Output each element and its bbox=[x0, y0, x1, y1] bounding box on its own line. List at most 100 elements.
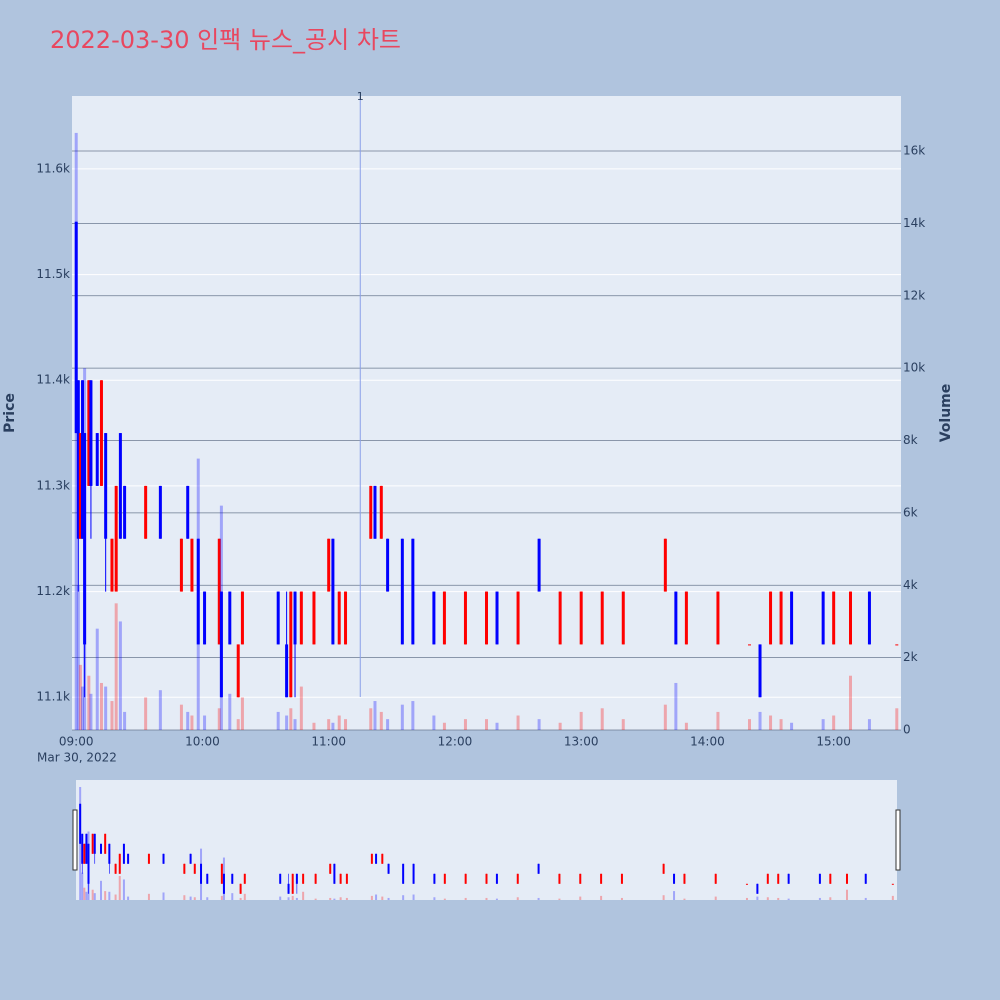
candle-body bbox=[203, 591, 207, 645]
volume-bar bbox=[495, 898, 498, 900]
candle-body bbox=[118, 853, 121, 874]
candle-body bbox=[231, 873, 234, 884]
volume-bar bbox=[779, 719, 783, 730]
candle-body bbox=[716, 591, 720, 645]
candle-body bbox=[373, 485, 377, 539]
candle-body bbox=[219, 591, 223, 698]
candle-body bbox=[79, 803, 82, 844]
x-tick-label: 12:00 bbox=[438, 735, 473, 749]
candle-body bbox=[787, 873, 790, 884]
candle-body bbox=[114, 863, 117, 874]
volume-bar bbox=[387, 897, 390, 900]
candle-body bbox=[495, 873, 498, 884]
candle-body bbox=[104, 833, 107, 854]
volume-bar bbox=[620, 897, 623, 900]
range-handle[interactable] bbox=[895, 809, 901, 871]
candle-body bbox=[864, 873, 867, 884]
y-axis-title: Price bbox=[2, 393, 18, 433]
candle-body bbox=[381, 853, 384, 864]
candle-body bbox=[400, 538, 404, 645]
volume-bar bbox=[114, 603, 118, 730]
volume-bar bbox=[683, 898, 686, 900]
volume-bar bbox=[104, 891, 107, 900]
candle-body bbox=[144, 485, 148, 539]
volume-bar bbox=[344, 719, 348, 730]
candle-body bbox=[299, 591, 303, 645]
candle-body bbox=[76, 380, 80, 539]
candle-body bbox=[758, 644, 762, 698]
chart-title: 2022-03-30 인팩 뉴스_공시 차트 bbox=[50, 26, 401, 54]
volume-bar bbox=[432, 715, 436, 730]
candle-body bbox=[662, 863, 665, 874]
volume-bar bbox=[118, 621, 122, 730]
candle-body bbox=[849, 591, 853, 645]
volume-bar bbox=[337, 715, 341, 730]
candle-body bbox=[312, 591, 316, 645]
range-handle[interactable] bbox=[72, 809, 78, 871]
candle-body bbox=[464, 873, 467, 884]
candle-body bbox=[196, 538, 200, 645]
candle-body bbox=[243, 873, 246, 884]
y-tick-label: 11.4k bbox=[36, 373, 70, 387]
volume-bar bbox=[621, 719, 625, 730]
candle-body bbox=[673, 873, 676, 884]
volume-bar bbox=[463, 719, 467, 730]
volume-bar bbox=[756, 896, 759, 900]
volume-bar bbox=[370, 895, 373, 900]
volume-bar bbox=[186, 711, 190, 730]
volume-bar bbox=[345, 897, 348, 900]
candle-body bbox=[537, 863, 540, 874]
volume-bar bbox=[716, 711, 720, 730]
volume-bar bbox=[118, 876, 121, 900]
volume-bar bbox=[443, 898, 446, 900]
volume-bar bbox=[663, 704, 667, 730]
candle-body bbox=[777, 873, 780, 884]
volume-bar bbox=[287, 897, 290, 900]
candle-body bbox=[714, 873, 717, 884]
candle-body bbox=[83, 433, 87, 645]
volume-bar bbox=[285, 715, 289, 730]
volume-bar bbox=[787, 898, 790, 900]
volume-bar bbox=[777, 897, 780, 900]
volume-bar bbox=[93, 893, 96, 900]
candle-body bbox=[287, 883, 290, 894]
annotation-text: 1 bbox=[357, 90, 364, 103]
candle-body bbox=[179, 538, 183, 592]
volume-bar bbox=[381, 896, 384, 900]
candle-body bbox=[386, 538, 390, 592]
volume-bar bbox=[193, 897, 196, 900]
volume-bar bbox=[114, 894, 117, 900]
candle-body bbox=[147, 853, 150, 864]
y2-tick-label: 12k bbox=[903, 288, 925, 302]
volume-bar bbox=[600, 895, 603, 900]
volume-bar bbox=[790, 722, 794, 730]
volume-bar bbox=[495, 722, 499, 730]
volume-bar bbox=[327, 719, 331, 730]
candle-body bbox=[443, 873, 446, 884]
candle-body bbox=[228, 591, 232, 645]
candle-body bbox=[829, 873, 832, 884]
volume-bar bbox=[203, 715, 207, 730]
x-tick-label: 15:00 bbox=[816, 735, 851, 749]
candle-body bbox=[100, 843, 103, 854]
candle-body bbox=[162, 853, 165, 864]
candle-body bbox=[558, 873, 561, 884]
volume-bar bbox=[411, 701, 415, 730]
candle-body bbox=[118, 433, 122, 539]
candle-body bbox=[375, 853, 378, 864]
volume-bar bbox=[895, 708, 899, 730]
candle-body bbox=[193, 863, 196, 874]
volume-bar bbox=[104, 686, 108, 730]
volume-bar bbox=[379, 711, 383, 730]
candle-body bbox=[217, 538, 221, 645]
volume-bar bbox=[849, 675, 853, 730]
candle-body bbox=[329, 863, 332, 874]
candle-body bbox=[78, 433, 82, 539]
candle-body bbox=[387, 863, 390, 874]
candle-body bbox=[127, 853, 130, 864]
y2-tick-label: 0 bbox=[903, 723, 911, 737]
candle-body bbox=[291, 873, 294, 894]
volume-bar bbox=[123, 711, 127, 730]
volume-bar bbox=[832, 715, 836, 730]
